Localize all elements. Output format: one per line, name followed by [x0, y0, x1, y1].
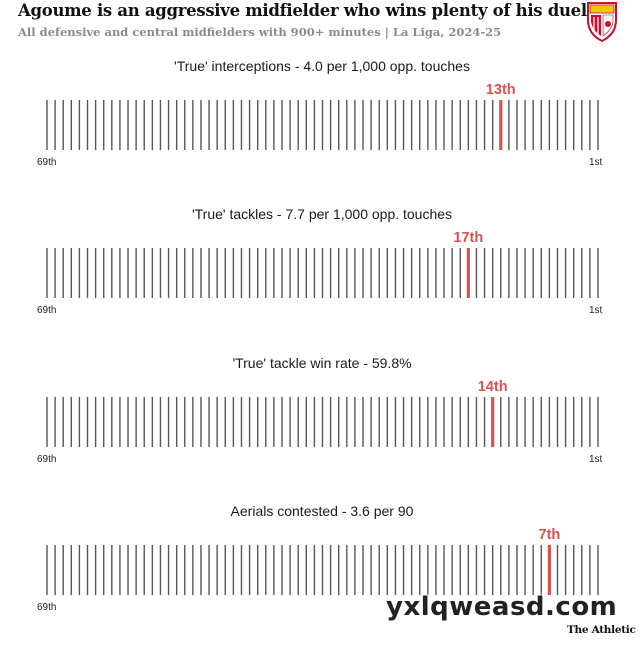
- rank-label: 7th: [538, 527, 561, 543]
- panel-title: 'True' tackle win rate - 59.8%: [232, 355, 412, 371]
- rank-strip: [46, 397, 599, 447]
- panel-title: Aerials contested - 3.6 per 90: [230, 503, 414, 519]
- axis-label-lowest: 69th: [37, 305, 57, 316]
- axis-label-lowest: 69th: [37, 157, 57, 168]
- rank-label: 13th: [485, 82, 516, 98]
- axis-label-lowest: 69th: [37, 602, 57, 613]
- axis-label-lowest: 69th: [37, 454, 57, 465]
- axis-label-highest: 1st: [589, 305, 603, 316]
- chart-title: Agoume is an aggressive midfielder who w…: [18, 1, 596, 20]
- panel-title: 'True' interceptions - 4.0 per 1,000 opp…: [174, 58, 470, 74]
- rank-strip: [46, 100, 599, 150]
- axis-label-highest: 1st: [589, 157, 603, 168]
- panel-title: 'True' tackles - 7.7 per 1,000 opp. touc…: [191, 206, 453, 222]
- brand-logo: The Athletic: [567, 624, 636, 636]
- rank-label: 17th: [453, 230, 484, 246]
- rank-strip: [46, 248, 599, 298]
- chart-subtitle: All defensive and central midfielders wi…: [18, 25, 502, 39]
- watermark: yxlqweasd.com: [386, 592, 618, 622]
- club-crest-icon: [587, 2, 617, 42]
- rank-strip: [46, 545, 599, 595]
- rank-label: 14th: [477, 379, 508, 395]
- axis-label-highest: 1st: [589, 454, 603, 465]
